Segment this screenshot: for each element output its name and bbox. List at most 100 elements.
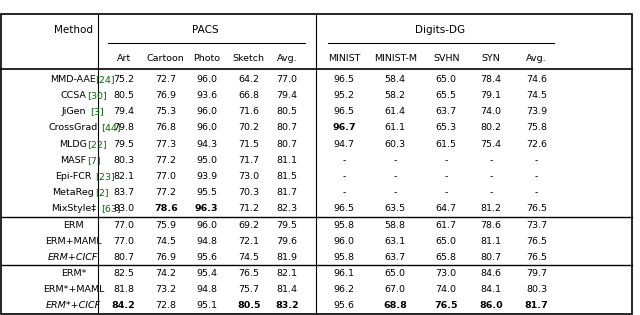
Text: -: - — [394, 172, 397, 181]
Text: 96.5: 96.5 — [333, 75, 355, 84]
Text: ERM*+MAML: ERM*+MAML — [43, 285, 104, 294]
Text: 74.6: 74.6 — [526, 75, 547, 84]
Text: 96.0: 96.0 — [333, 237, 355, 246]
Text: 76.5: 76.5 — [238, 269, 259, 278]
Text: 95.6: 95.6 — [333, 301, 355, 310]
Text: 80.3: 80.3 — [526, 285, 547, 294]
Text: 65.3: 65.3 — [436, 123, 457, 133]
Text: 80.7: 80.7 — [480, 253, 501, 262]
Text: 81.2: 81.2 — [480, 204, 501, 213]
Text: 95.5: 95.5 — [196, 188, 217, 197]
Text: 75.9: 75.9 — [156, 220, 176, 230]
Text: 72.6: 72.6 — [526, 140, 547, 149]
Text: 96.3: 96.3 — [195, 204, 218, 213]
Text: Photo: Photo — [193, 54, 220, 63]
Text: 61.7: 61.7 — [436, 220, 457, 230]
Text: ERM*+CICF: ERM*+CICF — [46, 301, 101, 310]
Text: -: - — [489, 172, 492, 181]
Text: -: - — [535, 172, 538, 181]
Text: 83.2: 83.2 — [275, 301, 299, 310]
Text: 79.4: 79.4 — [276, 91, 298, 100]
Text: 75.3: 75.3 — [156, 107, 177, 116]
Text: 78.6: 78.6 — [154, 204, 178, 213]
Text: 77.0: 77.0 — [156, 172, 176, 181]
Text: 61.4: 61.4 — [385, 107, 406, 116]
Text: Cartoon: Cartoon — [147, 54, 185, 63]
Text: 73.2: 73.2 — [156, 285, 177, 294]
Text: 65.0: 65.0 — [436, 75, 457, 84]
Text: [3]: [3] — [90, 107, 104, 116]
Text: 81.7: 81.7 — [525, 301, 548, 310]
Text: CCSA: CCSA — [60, 91, 86, 100]
Text: 72.8: 72.8 — [156, 301, 176, 310]
Text: 70.2: 70.2 — [238, 123, 259, 133]
Text: 77.0: 77.0 — [113, 220, 134, 230]
Text: 63.1: 63.1 — [385, 237, 406, 246]
Text: 75.4: 75.4 — [480, 140, 501, 149]
Text: 69.2: 69.2 — [238, 220, 259, 230]
Text: 80.7: 80.7 — [276, 140, 298, 149]
Text: SVHN: SVHN — [433, 54, 460, 63]
Text: 65.8: 65.8 — [436, 253, 457, 262]
Text: 80.5: 80.5 — [237, 301, 260, 310]
Text: 58.4: 58.4 — [385, 75, 406, 84]
Text: 74.5: 74.5 — [526, 91, 547, 100]
Text: 64.7: 64.7 — [436, 204, 457, 213]
Text: 64.2: 64.2 — [238, 75, 259, 84]
Text: 74.5: 74.5 — [238, 253, 259, 262]
Text: 83.7: 83.7 — [113, 188, 134, 197]
Text: 76.5: 76.5 — [526, 237, 547, 246]
Text: [63]: [63] — [100, 204, 120, 213]
Text: 73.9: 73.9 — [526, 107, 547, 116]
Text: 72.1: 72.1 — [238, 237, 259, 246]
Text: 96.0: 96.0 — [196, 75, 217, 84]
Text: [22]: [22] — [87, 140, 107, 149]
Text: 70.3: 70.3 — [238, 188, 259, 197]
Text: 94.3: 94.3 — [196, 140, 217, 149]
Text: 93.9: 93.9 — [196, 172, 217, 181]
Text: 82.1: 82.1 — [276, 269, 298, 278]
Text: 75.8: 75.8 — [526, 123, 547, 133]
Text: 84.2: 84.2 — [112, 301, 136, 310]
Text: 81.9: 81.9 — [276, 253, 298, 262]
Text: 83.0: 83.0 — [113, 204, 134, 213]
Text: 96.0: 96.0 — [196, 107, 217, 116]
Text: -: - — [342, 188, 346, 197]
Text: Avg.: Avg. — [526, 54, 547, 63]
Text: 65.0: 65.0 — [436, 237, 457, 246]
Text: -: - — [489, 156, 492, 165]
Text: 61.5: 61.5 — [436, 140, 457, 149]
Text: 77.2: 77.2 — [156, 188, 176, 197]
Text: 95.8: 95.8 — [333, 253, 355, 262]
Text: [24]: [24] — [95, 75, 115, 84]
Text: 96.5: 96.5 — [333, 204, 355, 213]
Text: 74.0: 74.0 — [436, 285, 457, 294]
Text: 95.6: 95.6 — [196, 253, 217, 262]
Text: 79.6: 79.6 — [276, 237, 298, 246]
Text: 58.8: 58.8 — [385, 220, 406, 230]
Text: MINIST-M: MINIST-M — [374, 54, 417, 63]
Text: 78.4: 78.4 — [480, 75, 501, 84]
Text: JiGen: JiGen — [61, 107, 86, 116]
Text: 80.3: 80.3 — [113, 156, 134, 165]
Text: 86.0: 86.0 — [479, 301, 502, 310]
Text: 77.0: 77.0 — [113, 237, 134, 246]
Text: 60.3: 60.3 — [385, 140, 406, 149]
Text: MLDG: MLDG — [60, 140, 87, 149]
Text: 95.1: 95.1 — [196, 301, 217, 310]
Text: 66.8: 66.8 — [238, 91, 259, 100]
Text: SYN: SYN — [481, 54, 500, 63]
Text: 80.5: 80.5 — [113, 91, 134, 100]
Text: 77.3: 77.3 — [156, 140, 177, 149]
Text: 65.0: 65.0 — [385, 269, 406, 278]
Text: -: - — [535, 156, 538, 165]
Text: 71.7: 71.7 — [238, 156, 259, 165]
Text: 75.7: 75.7 — [238, 285, 259, 294]
Text: 67.0: 67.0 — [385, 285, 406, 294]
Text: MMD-AAE: MMD-AAE — [51, 75, 96, 84]
Text: 79.4: 79.4 — [113, 107, 134, 116]
Text: 76.5: 76.5 — [435, 301, 458, 310]
Text: 96.2: 96.2 — [333, 285, 355, 294]
Text: CrossGrad: CrossGrad — [49, 123, 98, 133]
Text: 58.2: 58.2 — [385, 91, 406, 100]
